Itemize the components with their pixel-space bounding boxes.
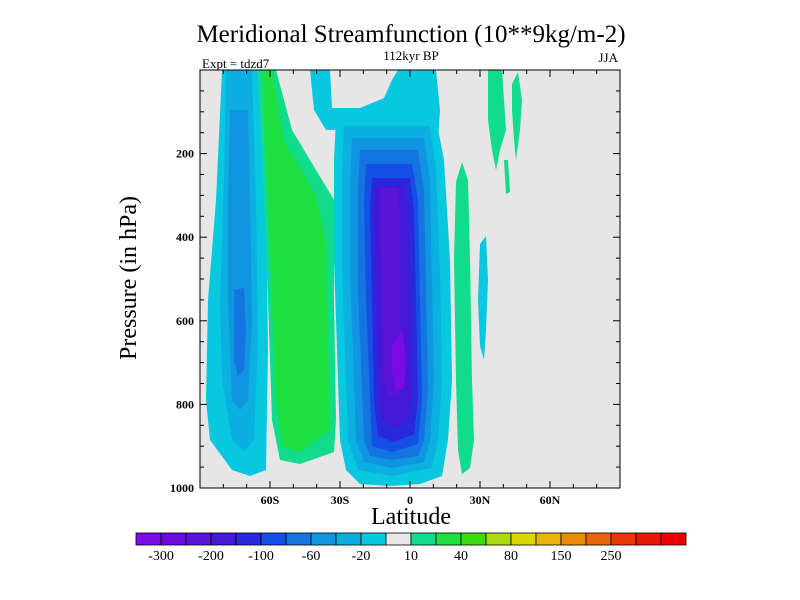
- colorbar-swatch: [360, 532, 387, 546]
- colorbar-label: -60: [302, 549, 321, 564]
- x-tick-labels: 60S 30S 0 30N 60N: [261, 493, 561, 507]
- colorbar-label: 150: [551, 549, 572, 564]
- y-tick-labels: 200 400 600 800 1000: [170, 147, 194, 495]
- x-tick-label: 30N: [470, 493, 491, 507]
- colorbar-label: 40: [454, 549, 468, 564]
- colorbar-swatch: [485, 532, 512, 546]
- southern-midlatitude-positive-cell: [258, 70, 336, 464]
- chart-title: Meridional Streamfunction (10**9kg/m-2): [196, 21, 625, 48]
- colorbar-swatch: [410, 532, 437, 546]
- colorbar-swatch: [635, 532, 662, 546]
- colorbar-swatch: [660, 532, 687, 546]
- colorbar-swatch: [335, 532, 362, 546]
- contour-level-10: [488, 70, 506, 170]
- colorbar-label: 250: [601, 549, 622, 564]
- chart-subtitle-center: 112kyr BP: [383, 48, 439, 63]
- y-tick-label: 400: [176, 230, 194, 244]
- contour-level--300: [392, 330, 406, 392]
- y-tick-label: 1000: [170, 481, 194, 495]
- contour-level--60: [234, 288, 246, 376]
- colorbar-swatch: [210, 532, 237, 546]
- contour-level-10: [512, 72, 522, 160]
- contour-level-40: [262, 70, 330, 452]
- northern-upper-positive-cell: [488, 70, 522, 194]
- colorbar-label: -300: [148, 549, 174, 564]
- y-axis-label: Pressure (in hPa): [116, 196, 142, 360]
- colorbar-label: -100: [248, 549, 274, 564]
- colorbar-label: 10: [404, 549, 418, 564]
- colorbar: [135, 532, 687, 546]
- colorbar-label: -200: [198, 549, 224, 564]
- colorbar-label: 80: [504, 549, 518, 564]
- colorbar-swatch: [285, 532, 312, 546]
- colorbar-swatch: [610, 532, 637, 546]
- colorbar-swatch: [585, 532, 612, 546]
- plot-area: [200, 70, 620, 488]
- x-tick-label: 30S: [331, 493, 350, 507]
- colorbar-swatch: [560, 532, 587, 546]
- colorbar-swatch: [235, 532, 262, 546]
- colorbar-swatch: [260, 532, 287, 546]
- contour-level-10: [454, 162, 474, 474]
- contour-level-10: [504, 160, 510, 194]
- x-axis-label: Latitude: [371, 504, 451, 530]
- chart-subtitle-right: JJA: [598, 50, 618, 65]
- colorbar-swatch: [310, 532, 337, 546]
- x-tick-label: 60N: [540, 493, 561, 507]
- colorbar-labels: -300 -200 -100 -60 -20 10 40 80 150 250: [148, 549, 621, 564]
- northern-negative-sliver: [478, 236, 488, 360]
- southern-polar-negative-cell: [206, 70, 268, 476]
- colorbar-swatch: [385, 532, 412, 546]
- tropical-negative-cell: [334, 118, 452, 486]
- y-tick-label: 600: [176, 314, 194, 328]
- axis-ticks: [200, 70, 620, 488]
- colorbar-label: -20: [352, 549, 371, 564]
- colorbar-swatch: [135, 532, 162, 546]
- northern-subtropical-positive-cell: [454, 162, 474, 474]
- colorbar-swatch: [160, 532, 187, 546]
- colorbar-swatch: [185, 532, 212, 546]
- colorbar-swatch: [535, 532, 562, 546]
- x-tick-label: 0: [407, 493, 413, 507]
- colorbar-swatch: [460, 532, 487, 546]
- contour-level--20: [478, 236, 488, 360]
- chart-subtitle-left: Expt = tdzd7: [202, 56, 270, 71]
- colorbar-swatch: [510, 532, 537, 546]
- colorbar-swatch: [435, 532, 462, 546]
- y-tick-label: 200: [176, 147, 194, 161]
- x-tick-label: 60S: [261, 493, 280, 507]
- y-tick-label: 800: [176, 397, 194, 411]
